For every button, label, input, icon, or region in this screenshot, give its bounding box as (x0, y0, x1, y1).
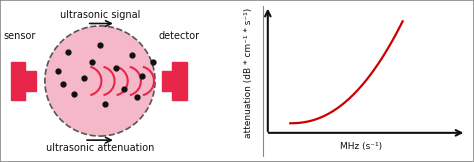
Bar (10, 62, 25, 100)
Bar (162, 71, 173, 91)
Bar (25, 71, 36, 91)
Text: attenuation (dB * cm⁻¹ * s⁻¹): attenuation (dB * cm⁻¹ * s⁻¹) (244, 8, 253, 138)
Text: ultrasonic attenuation: ultrasonic attenuation (46, 143, 154, 153)
Text: detector: detector (158, 31, 200, 41)
Text: sensor: sensor (3, 31, 36, 41)
Text: MHz (s⁻¹): MHz (s⁻¹) (340, 142, 383, 151)
Ellipse shape (45, 26, 155, 136)
Bar (173, 62, 187, 100)
Text: ultrasonic signal: ultrasonic signal (60, 10, 140, 20)
